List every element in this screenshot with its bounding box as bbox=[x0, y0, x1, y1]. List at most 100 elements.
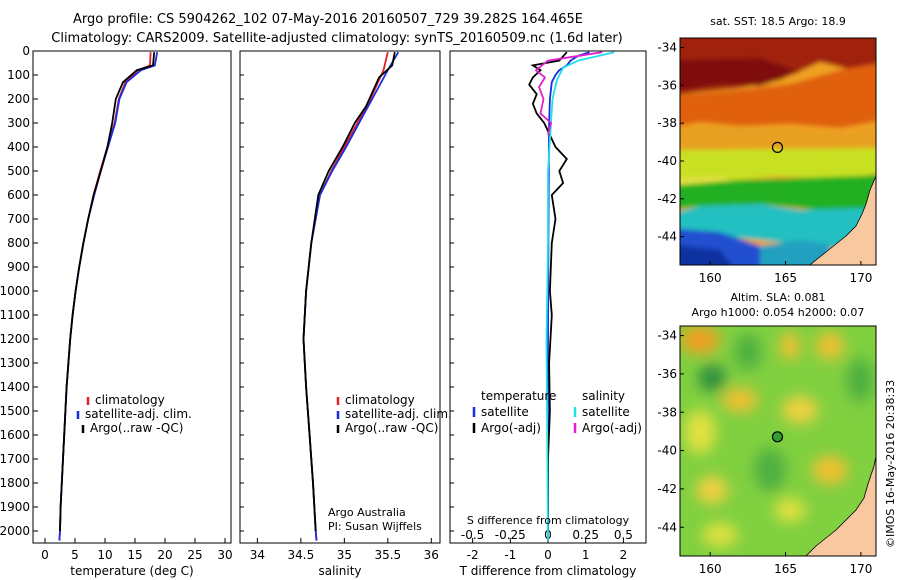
y-tick-label: 200 bbox=[7, 92, 30, 106]
y-tick-label: 1800 bbox=[0, 476, 30, 490]
sst-map-title: sat. SST: 18.5 Argo: 18.9 bbox=[710, 15, 846, 28]
series-line-argo-raw-qc- bbox=[59, 52, 156, 532]
map-x-tick-label: 160 bbox=[699, 271, 722, 285]
map-y-tick-label: -44 bbox=[657, 230, 677, 244]
legend-label-satellite: satellite-adj. clim. bbox=[85, 407, 192, 421]
x-tick-label: 35.5 bbox=[374, 548, 401, 562]
y-tick-label: 2000 bbox=[0, 524, 30, 538]
argo-location-marker bbox=[771, 431, 784, 443]
sst-map-frame bbox=[679, 37, 877, 266]
y-tick-label: 1000 bbox=[0, 284, 30, 298]
series-line-temperature-satellite bbox=[547, 51, 590, 541]
top-tick-label: -0.5 bbox=[461, 528, 484, 542]
difference-top-axis-label: S difference from climatology bbox=[467, 514, 630, 527]
legend-title-temperature: temperature bbox=[481, 389, 556, 403]
top-tick-label: -0.25 bbox=[495, 528, 526, 542]
salinity-axes-frame bbox=[239, 50, 441, 544]
argo-location-marker bbox=[771, 141, 784, 153]
map-y-tick-label: -40 bbox=[657, 154, 677, 168]
y-tick-label: 0 bbox=[22, 44, 30, 58]
imos-timestamp-label: ©IMOS 16-May-2016 20:38:33 bbox=[884, 380, 897, 548]
legend-label-argo: Argo(..raw -QC) bbox=[90, 421, 183, 435]
series-line-climatology bbox=[58, 52, 152, 541]
y-tick-label: 1500 bbox=[0, 404, 30, 418]
y-tick-label: 1100 bbox=[0, 308, 30, 322]
x-tick-label: 34.5 bbox=[288, 548, 315, 562]
map-y-tick-label: -40 bbox=[657, 444, 677, 458]
x-tick-label: 25 bbox=[187, 548, 202, 562]
map-y-tick-label: -42 bbox=[657, 482, 677, 496]
sst-land bbox=[809, 172, 876, 265]
map-y-tick-label: -42 bbox=[657, 192, 677, 206]
map-x-tick-label: 165 bbox=[774, 562, 797, 576]
map-y-tick-label: -38 bbox=[657, 405, 677, 419]
map-x-tick-label: 170 bbox=[849, 562, 872, 576]
x-tick-label: 0 bbox=[41, 548, 49, 562]
series-line-temperature-argo-adj- bbox=[528, 51, 568, 531]
x-tick-label: 5 bbox=[71, 548, 79, 562]
map-y-tick-label: -36 bbox=[657, 367, 677, 381]
sla-map-frame bbox=[679, 325, 877, 557]
temperature-legend: climatology satellite-adj. clim. Argo(..… bbox=[76, 393, 192, 435]
x-tick-label: 35 bbox=[337, 548, 352, 562]
salinity-panel: 34 34.5 35 35.5 36 salinity climatology sate… bbox=[239, 50, 452, 578]
map-y-tick-label: -44 bbox=[657, 520, 677, 534]
x-tick-label: 36 bbox=[424, 548, 439, 562]
series-line-salinity-argo-adj- bbox=[534, 51, 603, 136]
difference-legend: temperature satellite Argo(-adj) salinit… bbox=[472, 389, 642, 435]
y-tick-label: 300 bbox=[7, 116, 30, 130]
header-line-2: Climatology: CARS2009. Satellite-adjuste… bbox=[51, 31, 623, 46]
sst-map: sat. SST: 18.5 Argo: 18.9 160 165 170 -34 -3… bbox=[657, 15, 877, 285]
sla-map-title-2: Argo h1000: 0.054 h2000: 0.07 bbox=[692, 306, 865, 319]
map-y-tick-label: -36 bbox=[657, 78, 677, 92]
y-tick-label: 1600 bbox=[0, 428, 30, 442]
y-tick-label: 600 bbox=[7, 188, 30, 202]
legend-label-climatology: climatology bbox=[345, 393, 415, 407]
y-tick-label: 100 bbox=[7, 68, 30, 82]
x-tick-label: 10 bbox=[97, 548, 112, 562]
sst-map-field bbox=[680, 38, 876, 265]
salinity-legend: climatology satellite-adj. clim. Argo(..… bbox=[336, 393, 452, 435]
x-tick-label: 1 bbox=[582, 548, 590, 562]
series-line-climatology bbox=[302, 51, 389, 541]
x-tick-label: -2 bbox=[467, 548, 479, 562]
y-tick-label: 1200 bbox=[0, 332, 30, 346]
legend-title-salinity: salinity bbox=[582, 389, 625, 403]
x-tick-label: 30 bbox=[217, 548, 232, 562]
difference-xlabel: T difference from climatology bbox=[459, 564, 637, 578]
series-line-salinity-satellite bbox=[545, 51, 615, 541]
y-tick-label: 1400 bbox=[0, 380, 30, 394]
legend-label-temp-argo: Argo(-adj) bbox=[481, 421, 541, 435]
legend-label-temp-satellite: satellite bbox=[481, 405, 529, 419]
y-tick-label: 400 bbox=[7, 140, 30, 154]
x-tick-label: 2 bbox=[620, 548, 628, 562]
map-y-tick-label: -34 bbox=[657, 40, 677, 54]
series-line-argo-raw-qc- bbox=[302, 52, 396, 532]
legend-label-sal-satellite: satellite bbox=[582, 405, 630, 419]
difference-panel: -2 -1 0 1 2 -0.5 -0.25 0 0.25 0.5 S difference f… bbox=[449, 50, 647, 578]
salinity-annotation-1: Argo Australia bbox=[328, 506, 406, 519]
y-tick-label: 1900 bbox=[0, 500, 30, 514]
legend-label-sal-argo: Argo(-adj) bbox=[582, 421, 642, 435]
sla-map-field bbox=[680, 326, 876, 556]
y-tick-label: 900 bbox=[7, 260, 30, 274]
sla-map: Altim. SLA: 0.081 Argo h1000: 0.054 h200… bbox=[657, 291, 897, 576]
top-tick-label: 0.5 bbox=[614, 528, 633, 542]
map-x-tick-label: 160 bbox=[699, 562, 722, 576]
x-tick-label: 0 bbox=[544, 548, 552, 562]
top-tick-label: 0.25 bbox=[572, 528, 599, 542]
y-tick-label: 500 bbox=[7, 164, 30, 178]
temperature-xlabel: temperature (deg C) bbox=[70, 564, 193, 578]
temperature-panel: 0100200300400500600700800900100011001200… bbox=[0, 44, 233, 578]
map-y-tick-label: -38 bbox=[657, 116, 677, 130]
legend-label-satellite: satellite-adj. clim. bbox=[345, 407, 452, 421]
sla-land bbox=[805, 453, 876, 556]
temperature-axes-frame bbox=[32, 50, 232, 544]
y-tick-label: 700 bbox=[7, 212, 30, 226]
salinity-xlabel: salinity bbox=[318, 564, 361, 578]
x-tick-label: 15 bbox=[127, 548, 142, 562]
x-tick-label: -1 bbox=[504, 548, 516, 562]
sla-map-title-1: Altim. SLA: 0.081 bbox=[730, 291, 825, 304]
y-tick-label: 1300 bbox=[0, 356, 30, 370]
